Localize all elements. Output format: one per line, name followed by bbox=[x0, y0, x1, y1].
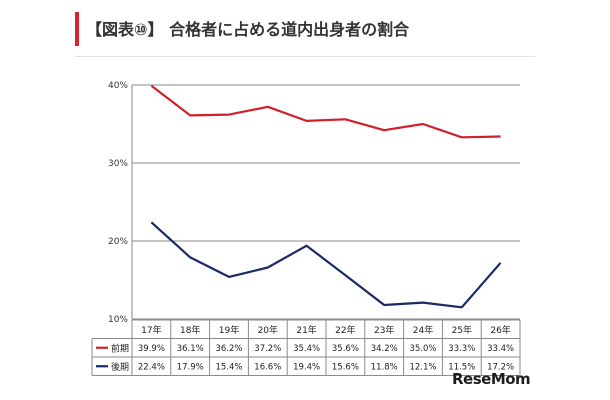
data-value: 35.0% bbox=[409, 344, 436, 354]
category-label: 26年 bbox=[490, 324, 510, 336]
data-value: 15.4% bbox=[215, 362, 242, 372]
series-layer bbox=[150, 84, 502, 309]
category-label: 25年 bbox=[452, 324, 472, 336]
data-value: 34.2% bbox=[371, 344, 398, 354]
data-value: 37.2% bbox=[254, 344, 281, 354]
data-value: 16.6% bbox=[254, 362, 281, 372]
category-label: 21年 bbox=[296, 324, 316, 336]
title-bar: 【図表⑩】 合格者に占める道内出身者の割合 bbox=[75, 12, 535, 46]
y-tick-label: 10% bbox=[108, 315, 128, 325]
data-value: 19.4% bbox=[293, 362, 320, 372]
category-label: 24年 bbox=[413, 324, 433, 336]
category-label: 19年 bbox=[219, 324, 239, 336]
grid-layer bbox=[131, 84, 520, 320]
data-value: 35.4% bbox=[293, 344, 320, 354]
series-line-1 bbox=[150, 84, 501, 139]
category-label: 20年 bbox=[258, 324, 278, 336]
title-divider bbox=[75, 56, 535, 57]
data-value: 39.9% bbox=[138, 344, 165, 354]
data-value: 11.8% bbox=[371, 362, 398, 372]
category-label: 17年 bbox=[141, 324, 161, 336]
chart-title: 【図表⑩】 合格者に占める道内出身者の割合 bbox=[86, 20, 410, 39]
data-value: 11.5% bbox=[448, 362, 475, 372]
category-label: 18年 bbox=[180, 324, 200, 336]
data-value: 12.1% bbox=[409, 362, 436, 372]
data-value: 33.3% bbox=[448, 344, 475, 354]
y-tick-label: 30% bbox=[108, 159, 128, 169]
data-value: 17.2% bbox=[487, 362, 514, 372]
y-tick-label: 20% bbox=[108, 237, 128, 247]
category-label: 23年 bbox=[374, 324, 394, 336]
data-value: 15.6% bbox=[332, 362, 359, 372]
y-axis-ticks: 10% 20% 30% 40% bbox=[108, 81, 128, 325]
data-value: 35.6% bbox=[332, 344, 359, 354]
legend-label: 後期 bbox=[111, 361, 129, 373]
series-line-2 bbox=[150, 221, 502, 309]
legend-label: 前期 bbox=[111, 342, 129, 354]
category-label: 22年 bbox=[335, 324, 355, 336]
data-value: 36.1% bbox=[177, 344, 204, 354]
data-value: 36.2% bbox=[215, 344, 242, 354]
y-tick-label: 40% bbox=[108, 81, 128, 91]
data-value: 33.4% bbox=[487, 344, 514, 354]
resemom-logo: ReseMom bbox=[452, 370, 531, 388]
data-value: 22.4% bbox=[138, 362, 165, 372]
data-value: 17.9% bbox=[177, 362, 204, 372]
